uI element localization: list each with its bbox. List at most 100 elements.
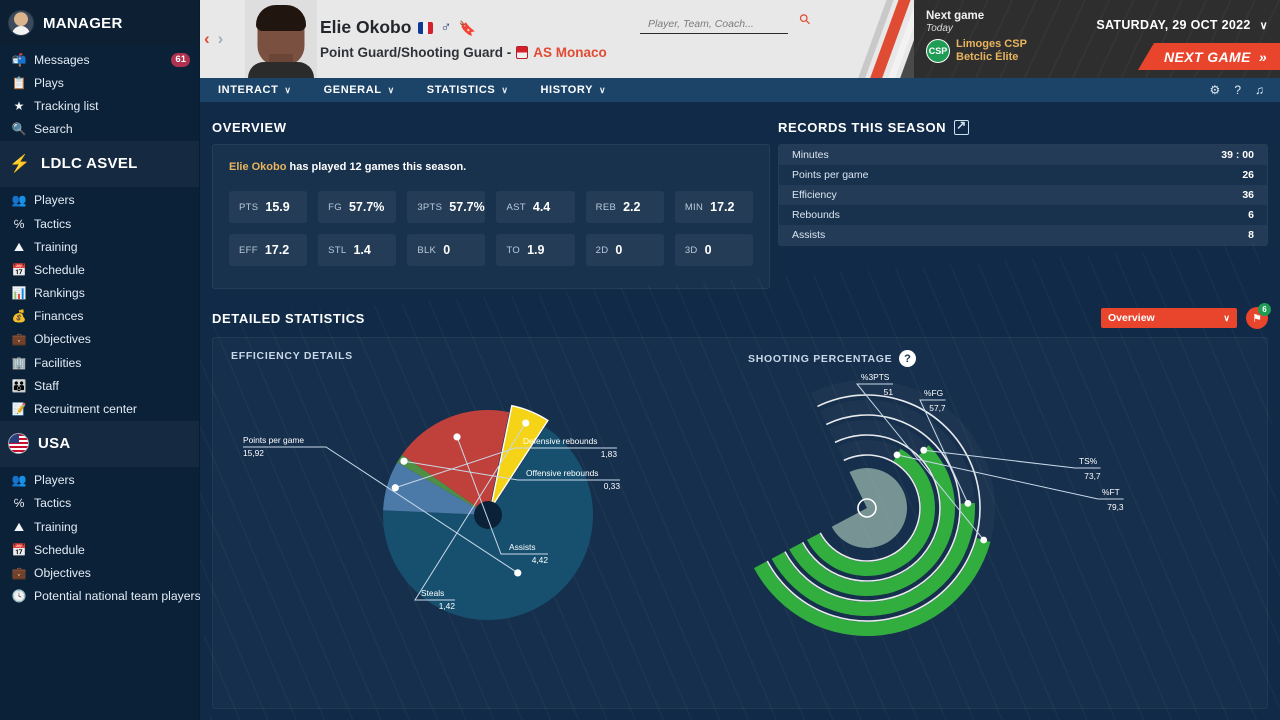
- stat-value: 0: [443, 243, 451, 257]
- pie-leader-line: [414, 422, 527, 601]
- chevron-down-icon: ∨: [1223, 312, 1230, 323]
- sidebar-item-label: Recruitment center: [34, 402, 137, 417]
- record-label: Efficiency: [792, 189, 837, 201]
- radial-callout-value: 51: [884, 387, 894, 397]
- sidebar-header-nation[interactable]: USA: [0, 420, 199, 467]
- pie-callout-value: 1,42: [439, 601, 456, 611]
- current-date-selector[interactable]: SATURDAY, 29 OCT 2022 ∨: [1096, 18, 1268, 32]
- sidebar-item-staff[interactable]: 👪 Staff: [0, 374, 199, 397]
- radial-callout-label: %FT: [1102, 487, 1120, 497]
- playbook-icon: 📋: [11, 75, 27, 90]
- help-icon[interactable]: ?: [1234, 83, 1241, 97]
- sidebar-item-rankings[interactable]: 📊 Rankings: [0, 282, 199, 305]
- sidebar-item-tracking-list[interactable]: ★ Tracking list: [0, 94, 199, 117]
- sidebar-item-objectives[interactable]: 💼 Objectives: [0, 561, 199, 584]
- manager-label: MANAGER: [43, 14, 123, 32]
- player-hair: [256, 5, 306, 31]
- tab-interact[interactable]: INTERACT ∨: [200, 78, 308, 102]
- player-nav-arrows: ‹ ›: [204, 30, 223, 47]
- next-game-button[interactable]: NEXT GAME »: [1137, 43, 1280, 70]
- tab-statistics[interactable]: STATISTICS ∨: [411, 78, 525, 102]
- player-position-row: Point Guard/Shooting Guard - AS Monaco: [320, 45, 607, 60]
- sidebar: MANAGER 📬 Messages 61 📋 Plays ★ Tracking list 🔍…: [0, 0, 201, 720]
- record-row: Efficiency 36: [779, 185, 1267, 205]
- top-bar: ‹ › Elie Okobo ♂ 🔖 Point Guard/Shooting …: [200, 0, 1280, 78]
- sidebar-item-players[interactable]: 👥 Players: [0, 189, 199, 212]
- stat-key: AST: [506, 201, 526, 213]
- statistics-view-dropdown[interactable]: Overview ∨: [1101, 308, 1237, 328]
- sidebar-item-label: Training: [34, 519, 78, 534]
- shooting-percentage-label: SHOOTING PERCENTAGE ?: [748, 350, 917, 367]
- opponent-crest-icon: CSP: [926, 38, 950, 63]
- sidebar-item-schedule[interactable]: 📅 Schedule: [0, 258, 199, 281]
- next-game-opponent[interactable]: CSP Limoges CSP Betclic Élite: [926, 38, 1027, 64]
- chevron-down-icon: ∨: [1259, 19, 1268, 32]
- sidebar-item-plays[interactable]: 📋 Plays: [0, 71, 199, 94]
- next-player-arrow[interactable]: ›: [217, 29, 224, 48]
- overview-panel: Elie Okobo has played 12 games this seas…: [212, 144, 770, 289]
- sidebar-item-tactics[interactable]: ℅ Tactics: [0, 492, 199, 515]
- club-label: LDLC ASVEL: [41, 155, 138, 173]
- sidebar-item-training[interactable]: ⛰ Training: [0, 235, 199, 258]
- record-row: Rebounds 6: [779, 205, 1267, 225]
- player-photo[interactable]: [245, 0, 317, 78]
- search-icon[interactable]: ⚲: [795, 9, 814, 29]
- sidebar-item-objectives[interactable]: 💼 Objectives: [0, 328, 199, 351]
- sidebar-item-tactics[interactable]: ℅ Tactics: [0, 212, 199, 235]
- stat-key: PTS: [239, 201, 259, 213]
- sidebar-manager-items: 📬 Messages 61 📋 Plays ★ Tracking list 🔍 Search: [0, 46, 199, 141]
- sidebar-item-recruitment-center[interactable]: 📝 Recruitment center: [0, 397, 199, 420]
- nav-tabs: INTERACT ∨ GENERAL ∨ STATISTICS ∨ HISTORY ∨: [200, 78, 622, 102]
- external-link-icon[interactable]: [954, 118, 970, 135]
- stat-box-pts: PTS 15.9: [229, 191, 308, 223]
- tab-history[interactable]: HISTORY ∨: [525, 78, 623, 102]
- sidebar-header-club[interactable]: ⚡ LDLC ASVEL: [0, 140, 199, 187]
- tab-general[interactable]: GENERAL ∨: [308, 78, 411, 102]
- prev-player-arrow[interactable]: ‹: [204, 29, 210, 48]
- sidebar-item-players[interactable]: 👥 Players: [0, 469, 199, 492]
- pie-anchor-dot: [391, 484, 399, 492]
- radial-callout-value: 73,7: [1084, 471, 1101, 481]
- stat-box-fg: FG 57.7%: [318, 191, 397, 223]
- players-icon: 👥: [11, 193, 27, 208]
- filter-button[interactable]: ⚑ 6: [1246, 303, 1271, 329]
- sidebar-item-search[interactable]: 🔍 Search: [0, 118, 199, 141]
- sidebar-item-label: Search: [34, 122, 73, 137]
- tactics-icon: ℅: [13, 216, 25, 231]
- sidebar-nation-items: 👥 Players ℅ Tactics ⛰ Training 📅 Schedule 💼 Objec…: [0, 467, 201, 608]
- sidebar-item-facilities[interactable]: 🏢 Facilities: [0, 351, 199, 374]
- stat-value: 0: [704, 243, 712, 257]
- bookmark-icon[interactable]: 🔖: [458, 19, 477, 36]
- stat-value: 57.7%: [348, 200, 385, 214]
- sidebar-header-manager[interactable]: MANAGER: [0, 0, 199, 46]
- search-input[interactable]: [640, 18, 788, 34]
- stat-value: 1.4: [353, 243, 371, 257]
- stat-key: FG: [328, 201, 342, 213]
- record-label: Rebounds: [792, 209, 840, 221]
- sidebar-item-potential-national-team-players[interactable]: 🕓 Potential national team players: [0, 585, 201, 608]
- sidebar-item-messages[interactable]: 📬 Messages 61: [0, 48, 199, 71]
- calendar-icon: 📅: [11, 262, 27, 277]
- sidebar-item-training[interactable]: ⛰ Training: [0, 515, 199, 538]
- help-icon[interactable]: ?: [899, 350, 917, 367]
- chevron-down-icon: ∨: [599, 84, 607, 95]
- next-game-title: Next game: [926, 10, 985, 22]
- player-team-link[interactable]: AS Monaco: [533, 45, 607, 60]
- music-icon[interactable]: ♫: [1255, 83, 1264, 97]
- radial-anchor-dot: [980, 536, 988, 544]
- radial-gridline: [801, 434, 941, 582]
- sidebar-item-finances[interactable]: 💰 Finances: [0, 305, 199, 328]
- radial-center-disc: [831, 468, 907, 548]
- radial-callout-label: %FG: [924, 388, 943, 398]
- settings-icon[interactable]: ⚙: [1209, 83, 1221, 97]
- nav-utility-icons: ⚙? ♫: [1210, 84, 1280, 96]
- sidebar-item-schedule[interactable]: 📅 Schedule: [0, 538, 199, 561]
- stat-key: BLK: [417, 244, 437, 256]
- lightning-icon: ⚡: [9, 154, 31, 174]
- pie-anchor-dot: [514, 569, 522, 577]
- overview-sentence-rest: has played 12 games this season.: [286, 161, 467, 173]
- sidebar-item-label: Tactics: [34, 216, 72, 231]
- pie-slice: [489, 404, 549, 509]
- pie-slice: [402, 410, 510, 515]
